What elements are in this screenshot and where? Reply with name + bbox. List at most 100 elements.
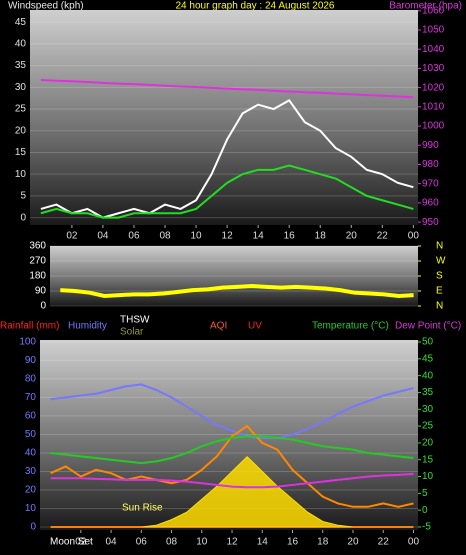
y-tick-label: 0 [40,301,46,312]
y2-tick-label: 980 [422,159,439,170]
legend-entry: Humidity [68,321,107,332]
y2-tick-label: N [436,301,443,312]
x-tick-label: 00 [408,231,420,242]
x-tick-label: 20 [346,231,358,242]
y2-tick-label: 1010 [422,101,445,112]
y-tick-label: 40 [25,448,37,459]
y-tick-label: 50 [25,429,37,440]
x-tick-label: 02 [66,231,78,242]
x-tick-label: 06 [128,231,140,242]
legend-entry: THSW [120,315,150,326]
series-line [40,78,414,99]
x-tick-label: 22 [378,537,390,548]
annotation: Sun Rise [122,503,163,514]
y-tick-label: 90 [25,355,37,366]
y2-tick-label: S [436,271,443,282]
series-line [50,472,414,489]
y2-tick-label: 40 [422,370,434,381]
x-tick-label: 00 [408,537,420,548]
y-tick-label: 10 [25,503,37,514]
x-tick-label: 16 [287,537,299,548]
y-tick-label: 180 [29,271,46,282]
y-tick-label: 25 [15,104,27,115]
y-tick-label: 20 [15,125,27,136]
y-tick-label: 5 [20,191,26,202]
y-tick-label: 30 [25,466,37,477]
annotation: UV [248,321,262,332]
y2-tick-label: 1040 [422,44,445,55]
x-tick-label: 12 [226,537,238,548]
x-tick-label: 06 [136,537,148,548]
y2-tick-label: 5 [422,488,428,499]
y-tick-label: 30 [15,82,27,93]
series-line [50,435,414,465]
y2-tick-label: 35 [422,387,434,398]
y-tick-label: 70 [25,392,37,403]
y-axis-label: Windspeed (kph) [8,1,84,12]
y-tick-label: 0 [30,522,36,533]
x-tick-label: 08 [159,231,171,242]
y-tick-label: 80 [25,374,37,385]
y2-tick-label: 1030 [422,63,445,74]
y2-tick-label: 25 [422,421,434,432]
y-tick-label: 0 [20,212,26,223]
annotation: Moon Set [50,537,93,548]
y-tick-label: 90 [35,286,47,297]
y-tick-label: 45 [15,17,27,28]
x-tick-label: 04 [106,537,118,548]
x-tick-label: 02 [75,537,87,548]
x-tick-label: 16 [284,231,296,242]
legend-entry: Dew Point (°C) [395,321,461,332]
y2-tick-label: E [436,286,443,297]
x-tick-label: 14 [257,537,269,548]
annotation: AQI [210,321,227,332]
y2-tick-label: 20 [422,438,434,449]
series-line [40,164,414,219]
y2-tick-label: 990 [422,140,439,151]
y2-tick-label: 50 [422,337,434,348]
x-tick-label: 14 [253,231,265,242]
legend-entry: Solar [120,327,144,338]
series-line [50,424,414,508]
y2-tick-label: 10 [422,471,434,482]
y2-tick-label: N [436,241,443,252]
y-tick-label: 20 [25,485,37,496]
y2-tick-label: -5 [422,522,431,533]
y2-tick-label: 0 [422,505,428,516]
y2-tick-label: 970 [422,178,439,189]
series-line [60,283,414,299]
x-tick-label: 10 [196,537,208,548]
y-tick-label: 15 [15,147,27,158]
y-tick-label: 60 [25,411,37,422]
y2-tick-label: 1020 [422,82,445,93]
x-tick-label: 04 [97,231,109,242]
x-tick-label: 10 [191,231,203,242]
y2-tick-label: 1050 [422,25,445,36]
y2-tick-label: W [436,256,446,267]
y2-tick-label: 15 [422,454,434,465]
x-tick-label: 18 [315,231,327,242]
legend-entry: Rainfall (mm) [0,321,59,332]
y2-tick-label: 960 [422,198,439,209]
legend-entry: Temperature (°C) [312,321,389,332]
series-line [50,383,414,440]
x-tick-label: 22 [377,231,389,242]
y2-tick-label: 950 [422,217,439,228]
x-tick-label: 08 [166,537,178,548]
x-tick-label: 18 [317,537,329,548]
y-tick-label: 10 [15,169,27,180]
x-tick-label: 12 [222,231,234,242]
y2-tick-label: 30 [422,404,434,415]
y-tick-label: 35 [15,60,27,71]
y2-tick-label: 1000 [422,121,445,132]
y2-axis-label: Barometer (hpa) [389,1,462,12]
chart-title: 24 hour graph day : 24 August 2026 [175,1,334,12]
y-tick-label: 270 [29,256,46,267]
series-area [50,455,414,528]
y2-tick-label: 1060 [422,5,445,16]
y-tick-label: 100 [19,336,36,347]
y2-tick-label: 45 [422,353,434,364]
y-tick-label: 360 [29,241,46,252]
x-tick-label: 20 [347,537,359,548]
